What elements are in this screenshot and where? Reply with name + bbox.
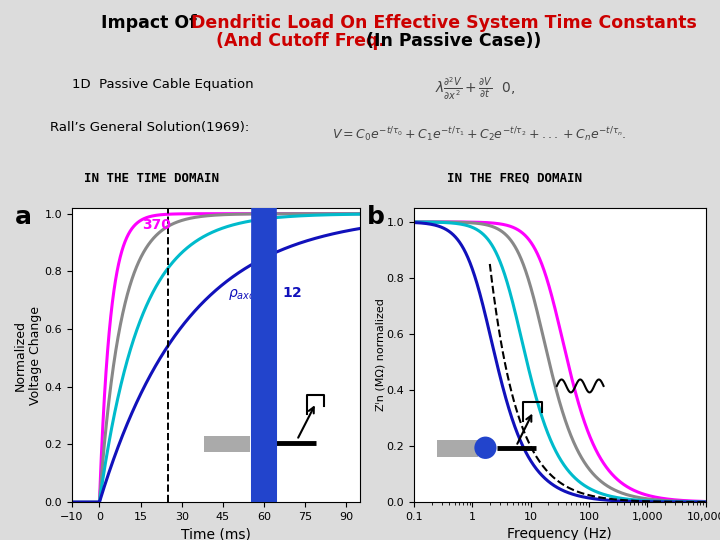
- Circle shape: [252, 0, 276, 540]
- X-axis label: Frequency (Hz): Frequency (Hz): [508, 528, 612, 540]
- Circle shape: [474, 436, 497, 459]
- Bar: [204, 436, 251, 451]
- Text: IN THE FREQ DOMAIN: IN THE FREQ DOMAIN: [447, 172, 582, 185]
- Text: Dendritic Load On Effective System Time Constants: Dendritic Load On Effective System Time …: [191, 14, 697, 31]
- Y-axis label: Zᴵn (MΩ) normalized: Zᴵn (MΩ) normalized: [375, 299, 385, 411]
- Text: a: a: [14, 205, 32, 229]
- Text: (And Cutoff Freq.: (And Cutoff Freq.: [216, 32, 391, 50]
- Text: IN THE TIME DOMAIN: IN THE TIME DOMAIN: [84, 172, 219, 185]
- Text: 370: 370: [143, 218, 171, 232]
- Text: $\lambda\frac{\partial^2 V}{\partial x^2}+\frac{\partial V}{\partial t}\ \ 0,$: $\lambda\frac{\partial^2 V}{\partial x^2…: [435, 76, 516, 102]
- Text: b: b: [367, 205, 385, 229]
- Text: 1D  Passive Cable Equation: 1D Passive Cable Equation: [72, 78, 253, 91]
- Y-axis label: Normalized
Voltage Change: Normalized Voltage Change: [14, 306, 42, 404]
- Text: (In Passive Case)): (In Passive Case)): [366, 32, 541, 50]
- Text: $\rho_{axon}$ = 12: $\rho_{axon}$ = 12: [228, 285, 303, 302]
- Text: $V = C_0e^{-t/\tau_0}+C_1e^{-t/\tau_1}+C_2e^{-t/\tau_2}+...+C_ne^{-t/\tau_n}.$: $V = C_0e^{-t/\tau_0}+C_1e^{-t/\tau_1}+C…: [331, 125, 626, 144]
- Bar: [437, 441, 478, 457]
- X-axis label: Time (ms): Time (ms): [181, 528, 251, 540]
- Text: Impact Of: Impact Of: [101, 14, 202, 31]
- Text: Rall’s General Solution(1969):: Rall’s General Solution(1969):: [50, 122, 250, 134]
